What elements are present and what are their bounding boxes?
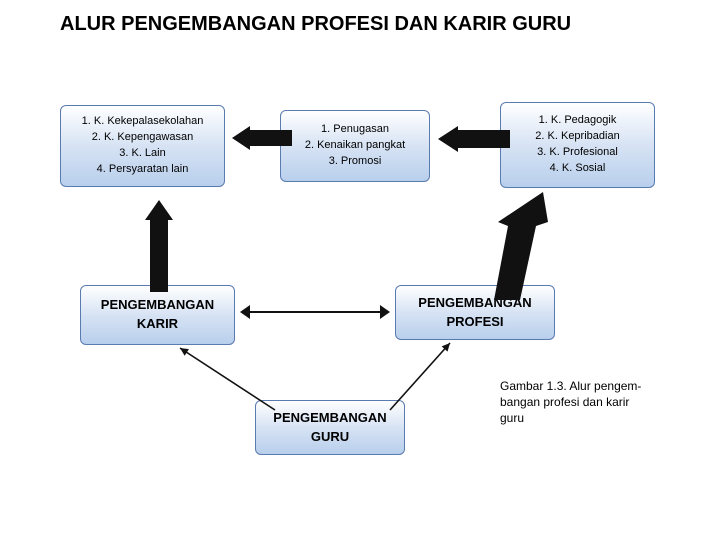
arrows-layer [0, 0, 720, 540]
box-line: PENGEMBANGAN [273, 409, 386, 428]
caption-line: Gambar 1.3. Alur pengem- [500, 378, 680, 394]
box-line: PENGEMBANGAN [418, 294, 531, 313]
box-line: GURU [311, 428, 349, 447]
box-top-mid: 1. Penugasan2. Kenaikan pangkat3. Promos… [280, 110, 430, 182]
box-line: PENGEMBANGAN [101, 296, 214, 315]
box-line: 1. K. Kekepalasekolahan [82, 114, 204, 130]
page-title: ALUR PENGEMBANGAN PROFESI DAN KARIR GURU [60, 12, 680, 37]
caption-line: guru [500, 410, 680, 426]
box-line: PROFESI [446, 313, 503, 332]
box-line: 4. Persyaratan lain [97, 162, 189, 178]
box-line: 2. K. Kepribadian [535, 129, 619, 145]
box-line: KARIR [137, 315, 178, 334]
box-line: 1. Penugasan [321, 122, 389, 138]
box-line: 3. K. Lain [119, 146, 165, 162]
box-top-left: 1. K. Kekepalasekolahan2. K. Kepengawasa… [60, 105, 225, 187]
midRight-to-topRight [494, 192, 548, 300]
box-line: 1. K. Pedagogik [539, 113, 617, 129]
midLeft-to-topLeft [145, 200, 173, 292]
box-line: 3. Promosi [329, 154, 382, 170]
box-top-right: 1. K. Pedagogik2. K. Kepribadian3. K. Pr… [500, 102, 655, 188]
box-line: 2. K. Kepengawasan [92, 130, 194, 146]
box-bottom: PENGEMBANGANGURU [255, 400, 405, 455]
box-line: 3. K. Profesional [537, 145, 618, 161]
caption-line: bangan profesi dan karir [500, 394, 680, 410]
box-mid-left: PENGEMBANGANKARIR [80, 285, 235, 345]
box-line: 2. Kenaikan pangkat [305, 138, 405, 154]
box-line: 4. K. Sosial [550, 161, 606, 177]
figure-caption: Gambar 1.3. Alur pengem-bangan profesi d… [500, 378, 680, 427]
box-mid-right: PENGEMBANGANPROFESI [395, 285, 555, 340]
